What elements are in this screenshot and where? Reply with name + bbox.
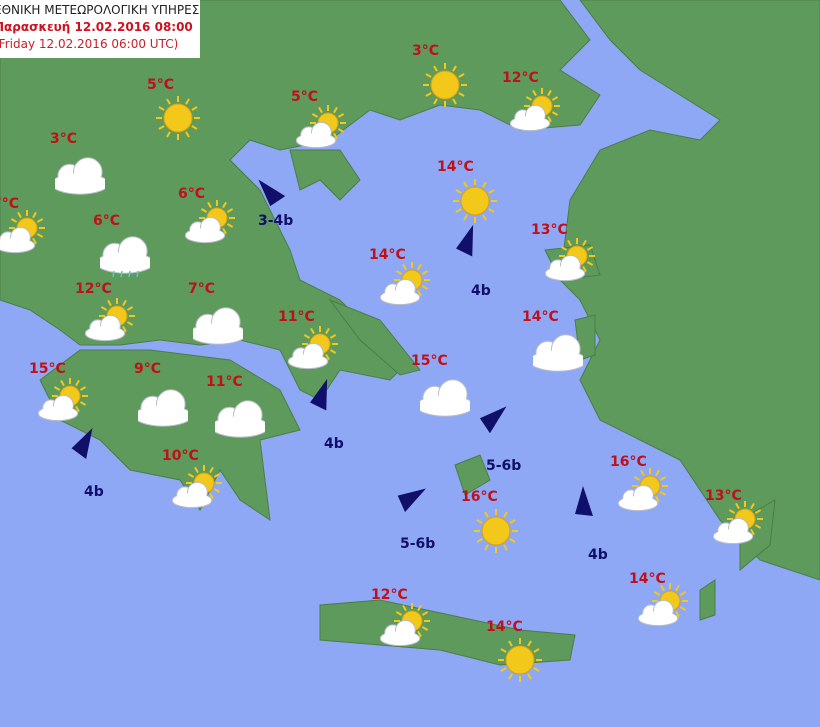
temperature-label: 15°C [29,361,66,377]
sun-cloud-icon [84,298,135,344]
temperature-label: 12°C [75,281,112,297]
temperature-label: 5°C [291,89,319,105]
temperature-label: 14°C [629,571,666,587]
temperature-label: 5°C [147,77,175,93]
temperature-label: 7°C [0,196,20,212]
temperature-label: 11°C [278,309,315,325]
cloud-icon [188,300,248,346]
temperature-label: 15°C [411,353,448,369]
header-utc-time: (Friday 12.02.2016 06:00 UTC) [0,37,179,51]
sun-cloud-icon [544,238,595,284]
cloud-icon [415,372,475,418]
land-naxos [454,454,491,496]
sun-cloud-icon [509,88,560,134]
sun-cloud-icon [379,603,430,649]
land-turkey [559,0,820,581]
cloud-icon [50,150,110,196]
wind-arrow-icon [249,172,287,210]
wind-arrow-icon [476,397,514,435]
wind-force-label: 4b [324,436,344,452]
wind-force-label: 4b [84,484,104,500]
wind-arrow-icon [394,478,432,514]
sun-cloud-icon [617,468,668,514]
temperature-label: 14°C [522,309,559,325]
sun-cloud-icon [287,326,338,372]
wind-force-label: 5-6b [486,458,522,474]
temperature-label: 3°C [412,43,440,59]
temperature-label: 13°C [705,488,742,504]
sun-cloud-icon [184,200,235,246]
wind-force-label: 3-4b [258,213,294,229]
temperature-label: 3°C [50,131,78,147]
temperature-label: 12°C [502,70,539,86]
sun-icon [450,178,500,224]
sun-icon [420,62,470,108]
cloud-icon [210,393,270,439]
sun-cloud-icon [637,583,688,629]
sun-cloud-icon [379,262,430,308]
wind-force-label: 5-6b [400,536,436,552]
temperature-label: 6°C [93,213,121,229]
header-agency: ΕΘΝΙΚΗ ΜΕΤΕΩΡΟΛΟΓΙΚΗ ΥΠΗΡΕΣΙΑ (HNMS) [0,3,200,17]
wind-arrow-icon [452,221,485,257]
land-karpathos [699,579,716,621]
sun-cloud-icon [37,378,88,424]
rain-cloud-icon [95,235,155,281]
temperature-label: 13°C [531,222,568,238]
temperature-label: 14°C [369,247,406,263]
temperature-label: 10°C [162,448,199,464]
temperature-label: 14°C [486,619,523,635]
sun-icon [153,95,203,141]
wind-arrow-icon [67,422,103,460]
sun-cloud-icon [171,465,222,511]
wind-force-label: 4b [588,547,608,563]
sun-cloud-icon [295,105,346,151]
temperature-label: 6°C [178,186,206,202]
header-box: ΕΘΝΙΚΗ ΜΕΤΕΩΡΟΛΟΓΙΚΗ ΥΠΗΡΕΣΙΑ (HNMS) Παρ… [0,0,200,58]
temperature-label: 9°C [134,361,162,377]
cloud-icon [133,382,193,428]
temperature-label: 16°C [610,454,647,470]
cloud-icon [528,327,588,373]
temperature-label: 12°C [371,587,408,603]
temperature-label: 7°C [188,281,216,297]
land-peloponnese [39,349,301,522]
header-local-time: Παρασκευή 12.02.2016 08:00 [0,20,193,34]
land-chalkidiki [289,149,361,201]
wind-force-label: 4b [471,283,491,299]
temperature-label: 11°C [206,374,243,390]
sun-cloud-icon [0,210,45,256]
sun-cloud-icon [712,501,763,547]
temperature-label: 16°C [461,489,498,505]
temperature-label: 14°C [437,159,474,175]
land-evia [328,298,421,376]
wind-arrow-icon [306,375,339,411]
wind-arrow-icon [571,486,595,516]
sun-icon [495,637,545,683]
sun-icon [471,508,521,554]
